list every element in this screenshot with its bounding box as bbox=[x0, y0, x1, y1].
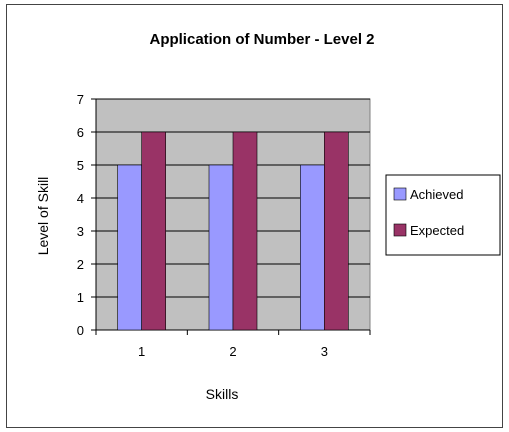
legend-label-expected: Expected bbox=[410, 223, 464, 238]
x-tick-label: 3 bbox=[321, 344, 328, 359]
y-tick-label: 3 bbox=[77, 224, 84, 239]
y-tick-label: 0 bbox=[77, 323, 84, 338]
legend-swatch-expected bbox=[393, 223, 407, 237]
y-tick-label: 2 bbox=[77, 257, 84, 272]
x-axis-label: Skills bbox=[206, 386, 239, 402]
bar-achieved bbox=[117, 164, 142, 331]
y-tick-label: 6 bbox=[77, 125, 84, 140]
chart-title: Application of Number - Level 2 bbox=[149, 31, 374, 48]
legend-swatch-achieved bbox=[393, 187, 407, 201]
bar-expected bbox=[232, 131, 258, 331]
bar-achieved bbox=[208, 164, 234, 331]
legend-label-achieved: Achieved bbox=[410, 187, 463, 202]
y-tick-label: 7 bbox=[77, 92, 84, 107]
y-tick-label: 1 bbox=[77, 290, 84, 305]
y-tick-label: 4 bbox=[77, 191, 84, 206]
x-tick-label: 1 bbox=[138, 344, 145, 359]
x-tick-label: 2 bbox=[229, 344, 236, 359]
plot-area: 0 1 2 3 4 5 6 7 1 2 3 bbox=[77, 92, 371, 359]
bar-achieved bbox=[300, 164, 325, 331]
bar-expected bbox=[141, 131, 166, 331]
y-tick-label: 5 bbox=[77, 158, 84, 173]
y-axis-label: Level of Skill bbox=[35, 177, 51, 256]
legend: Achieved Expected bbox=[385, 174, 501, 256]
bar-expected bbox=[324, 131, 349, 331]
